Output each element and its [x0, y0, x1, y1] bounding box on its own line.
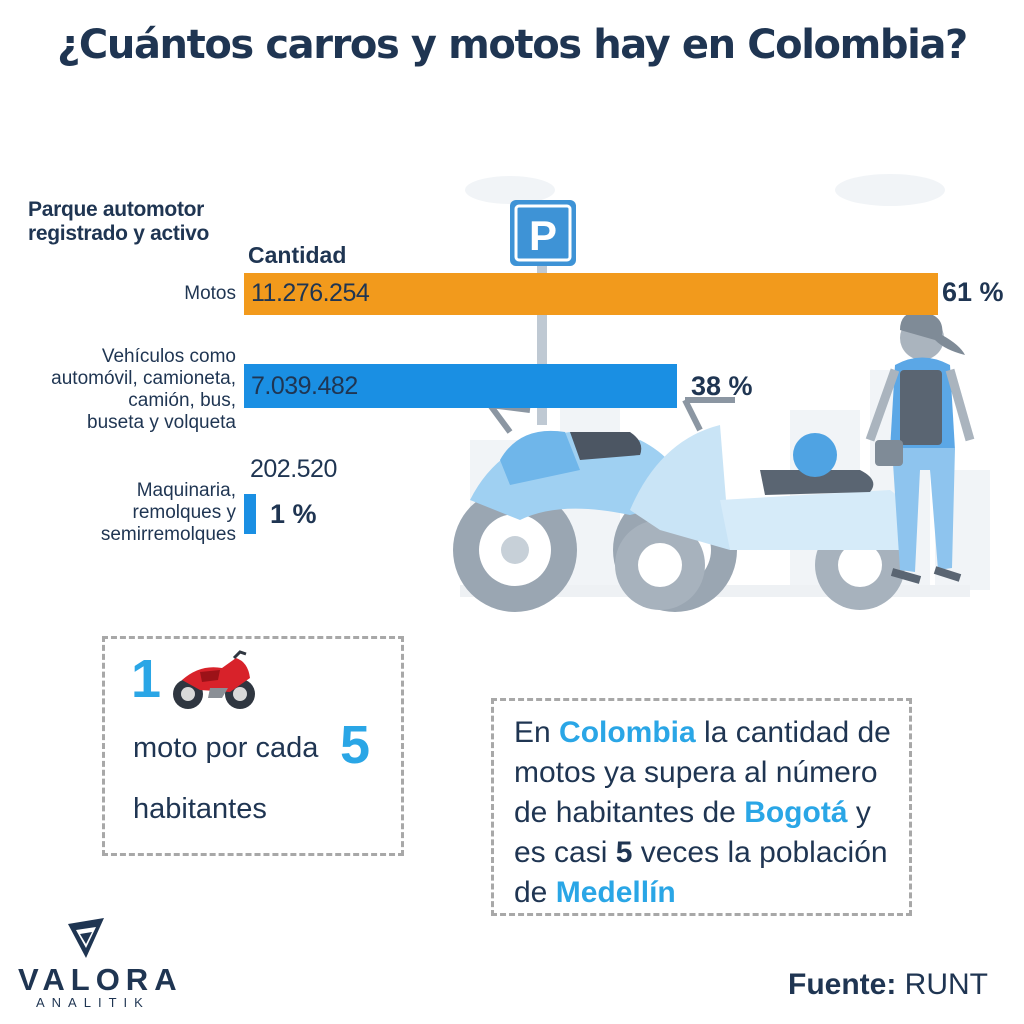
bar-value-vehiculos: 7.039.482 — [251, 372, 358, 400]
stat-text-moto: moto por cada — [133, 732, 319, 764]
motorcycle-illustration-2 — [615, 397, 910, 610]
bar-value-motos: 11.276.254 — [251, 279, 370, 307]
category-label-motos: Motos — [184, 283, 236, 304]
valora-logo-icon — [68, 918, 104, 958]
bar-percent-motos: 61 % — [942, 277, 1004, 307]
stat-number-five: 5 — [340, 715, 371, 775]
bar-vehiculos — [244, 364, 677, 408]
sign-pole — [537, 265, 547, 425]
stat-box — [102, 636, 404, 856]
page-title: ¿Cuántos carros y motos hay en Colombia? — [57, 22, 968, 68]
bar-percent-vehiculos: 38 % — [691, 371, 753, 401]
parking-sign-icon: P — [510, 200, 576, 266]
bar-value-maquinaria: 202.520 — [250, 455, 337, 483]
svg-text:P: P — [529, 212, 557, 259]
quantity-column-header: Cantidad — [248, 242, 347, 268]
stat-text-habitantes: habitantes — [133, 793, 267, 825]
fact-text: En Colombia la cantidad de motos ya supe… — [514, 716, 891, 909]
category-label-vehiculos: Vehículos como automóvil, camioneta, cam… — [51, 346, 236, 433]
logo-name: VALORA — [18, 962, 183, 997]
parking-illustration: P — [453, 174, 990, 612]
bar-maquinaria — [244, 494, 256, 534]
bar-motos — [244, 273, 938, 315]
woman-illustration — [865, 311, 975, 584]
chart-section-title: Parque automotor registrado y activo — [28, 198, 210, 245]
motorcycle-icon — [173, 650, 255, 709]
logo-subtitle: ANALITIK — [36, 995, 150, 1010]
category-label-maquinaria: Maquinaria, remolques y semirremolques — [100, 480, 236, 545]
bar-percent-maquinaria: 1 % — [270, 499, 317, 529]
stat-number-one: 1 — [131, 649, 162, 709]
fact-box — [491, 698, 912, 916]
source-credit: Fuente: RUNT — [788, 968, 988, 1001]
